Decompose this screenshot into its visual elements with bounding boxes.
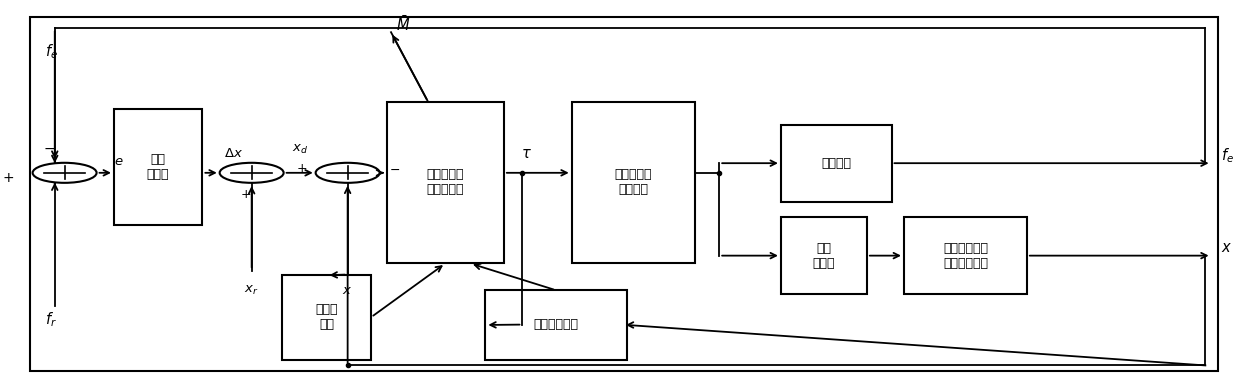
Text: $f_e$: $f_e$ [1222, 146, 1234, 165]
Bar [781, 125, 892, 202]
Text: $\bar{M}$: $\bar{M}$ [396, 15, 410, 34]
Circle shape [219, 163, 284, 183]
Text: 阻抗
控制器: 阻抗 控制器 [147, 153, 170, 181]
Text: $x_d$: $x_d$ [291, 143, 307, 156]
Bar [781, 217, 867, 294]
Bar [904, 217, 1027, 294]
Text: 电机与末端手
指的位置转换: 电机与末端手 指的位置转换 [943, 242, 987, 270]
Text: $\Delta x$: $\Delta x$ [224, 147, 243, 160]
Bar [282, 275, 370, 360]
Text: $f_e$: $f_e$ [45, 42, 58, 61]
Text: $+$: $+$ [296, 163, 307, 175]
Bar [571, 102, 695, 263]
Text: $x$: $x$ [342, 284, 353, 297]
Text: 自适应
规则: 自适应 规则 [316, 303, 338, 331]
Text: $x_r$: $x_r$ [244, 284, 259, 297]
Bar [387, 102, 504, 263]
Text: 自适应光滑
滑模控制器: 自适应光滑 滑模控制器 [426, 168, 465, 196]
Text: $-$: $-$ [389, 163, 400, 175]
Text: 绝对
编码器: 绝对 编码器 [813, 242, 835, 270]
Circle shape [316, 163, 379, 183]
Text: $+$: $+$ [240, 188, 252, 201]
Text: $e$: $e$ [114, 155, 124, 168]
Text: $-$: $-$ [42, 140, 55, 154]
Text: $\tau$: $\tau$ [520, 146, 532, 161]
Bar [114, 109, 202, 225]
Text: $f_r$: $f_r$ [45, 310, 57, 329]
Text: 力传感器: 力传感器 [821, 157, 851, 170]
Text: $x$: $x$ [1222, 241, 1233, 255]
Text: 并联机器人
夹持机构: 并联机器人 夹持机构 [615, 168, 652, 196]
Text: 时延估计技术: 时延估计技术 [534, 319, 579, 331]
Circle shape [32, 163, 97, 183]
Text: $+$: $+$ [2, 171, 14, 185]
Bar [486, 290, 627, 360]
